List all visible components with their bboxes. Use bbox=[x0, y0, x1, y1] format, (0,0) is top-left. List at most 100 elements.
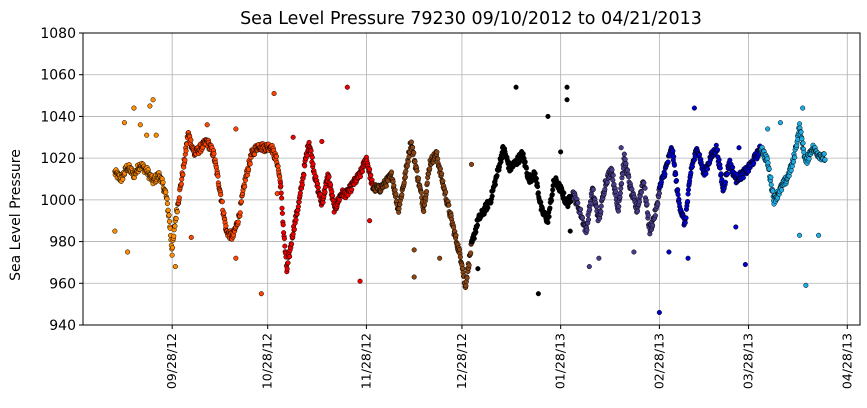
x-tick-label: 09/28/12 bbox=[164, 333, 179, 389]
data-point bbox=[779, 187, 785, 193]
data-point bbox=[297, 190, 303, 196]
data-point bbox=[806, 156, 812, 162]
data-point bbox=[176, 195, 182, 201]
outlier-point bbox=[535, 291, 541, 297]
x-axis: 09/28/12 10/28/12 11/28/12 12/28/12 01/28/13… bbox=[164, 325, 854, 389]
data-point bbox=[751, 160, 757, 166]
outlier-point bbox=[131, 105, 137, 111]
data-point bbox=[281, 235, 287, 242]
data-point bbox=[615, 208, 621, 214]
outlier-point bbox=[800, 105, 806, 111]
outlier-point bbox=[666, 249, 672, 255]
y-tick-label: 1020 bbox=[40, 151, 76, 167]
data-point bbox=[685, 198, 691, 205]
data-point bbox=[685, 191, 691, 197]
data-point bbox=[471, 235, 477, 242]
outlier-point bbox=[816, 232, 822, 238]
data-point bbox=[359, 169, 365, 175]
x-tick-label: 03/28/13 bbox=[741, 333, 756, 389]
y-tick-label: 960 bbox=[49, 276, 76, 292]
data-point bbox=[252, 151, 258, 157]
data-point bbox=[673, 177, 680, 184]
y-tick-label: 1000 bbox=[40, 193, 76, 209]
outlier-point bbox=[777, 120, 783, 126]
series-5 bbox=[570, 145, 662, 270]
data-point bbox=[740, 175, 746, 181]
data-point bbox=[221, 210, 227, 216]
data-point bbox=[652, 213, 658, 219]
data-point bbox=[164, 196, 170, 202]
data-point bbox=[171, 233, 177, 239]
data-point bbox=[538, 199, 544, 205]
series-2 bbox=[277, 84, 376, 284]
data-point bbox=[293, 217, 299, 223]
data-point bbox=[792, 154, 798, 160]
data-point bbox=[522, 159, 528, 165]
outlier-point bbox=[153, 132, 159, 138]
data-point bbox=[561, 190, 567, 196]
data-point bbox=[675, 187, 681, 193]
data-point bbox=[295, 204, 301, 210]
data-point bbox=[798, 129, 804, 135]
data-point bbox=[548, 198, 555, 204]
outlier-point bbox=[564, 97, 570, 103]
outlier-point bbox=[631, 249, 637, 255]
data-point bbox=[284, 266, 290, 272]
plot-frame bbox=[82, 32, 861, 326]
data-point bbox=[788, 167, 794, 173]
data-point bbox=[535, 184, 541, 190]
data-point bbox=[414, 168, 420, 174]
data-point bbox=[273, 153, 280, 159]
data-point bbox=[453, 232, 459, 238]
data-point bbox=[183, 148, 189, 154]
data-point bbox=[670, 148, 676, 154]
data-point bbox=[326, 174, 332, 180]
data-point bbox=[279, 195, 285, 201]
data-point bbox=[416, 175, 422, 181]
data-point bbox=[789, 163, 795, 169]
data-point bbox=[683, 215, 689, 221]
data-point bbox=[549, 191, 555, 198]
y-tick-label: 1040 bbox=[40, 109, 76, 125]
outlier-point bbox=[125, 249, 131, 255]
data-point bbox=[673, 171, 679, 177]
data-point bbox=[578, 206, 584, 212]
data-point bbox=[722, 179, 729, 185]
data-point bbox=[367, 166, 373, 172]
outlier-point bbox=[188, 234, 194, 240]
data-point bbox=[492, 182, 498, 188]
data-point bbox=[211, 151, 217, 157]
data-point bbox=[329, 189, 335, 195]
data-point bbox=[242, 177, 248, 183]
data-point bbox=[299, 182, 305, 188]
outlier-point bbox=[233, 126, 239, 132]
data-point bbox=[717, 165, 723, 171]
data-point bbox=[188, 137, 194, 143]
data-point bbox=[464, 275, 470, 281]
data-point bbox=[410, 144, 416, 151]
outlier-point bbox=[796, 232, 803, 238]
data-point bbox=[703, 171, 709, 177]
data-point bbox=[427, 166, 433, 172]
outlier-point bbox=[513, 84, 519, 90]
outlier-point bbox=[733, 224, 739, 230]
data-point bbox=[644, 201, 650, 207]
data-point bbox=[446, 202, 452, 208]
data-point bbox=[671, 162, 678, 168]
outlier-point bbox=[411, 247, 417, 253]
outlier-point bbox=[545, 113, 551, 119]
data-point bbox=[238, 199, 244, 205]
data-point bbox=[616, 203, 622, 210]
data-point bbox=[790, 159, 797, 165]
data-point bbox=[685, 187, 691, 193]
data-point bbox=[165, 207, 171, 213]
data-point bbox=[634, 208, 641, 214]
data-point bbox=[418, 189, 424, 196]
data-point bbox=[580, 215, 586, 221]
data-point bbox=[468, 250, 474, 256]
data-point bbox=[309, 154, 315, 160]
data-point bbox=[768, 182, 774, 188]
data-point bbox=[383, 183, 389, 189]
data-point bbox=[547, 205, 553, 211]
